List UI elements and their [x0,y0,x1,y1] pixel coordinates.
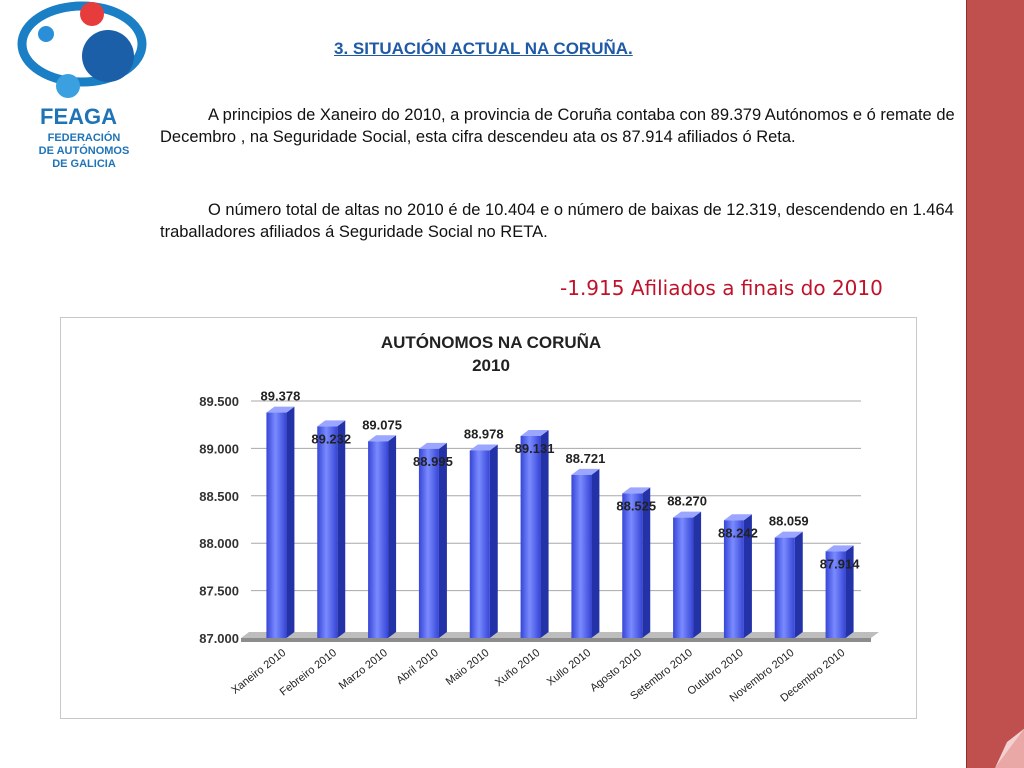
logo-org-line: DE GALICIA [52,158,116,170]
bar-side [591,468,600,638]
bar-value-label: 88.242 [718,525,758,540]
bar [368,435,397,638]
bar-side [489,444,498,638]
x-category-label: Xullo 2010 [545,647,593,688]
paragraph-1: A principios de Xaneiro do 2010, a provi… [160,104,960,148]
bar-top [469,444,498,451]
bar-front [571,474,592,638]
chart-floor-edge [241,638,871,642]
bar-front [774,537,795,638]
chart-title-line: 2010 [472,356,510,375]
bar-top [571,468,600,475]
bar-top [622,487,651,494]
y-tick-label: 87.500 [199,584,239,599]
x-category-label: Abril 2010 [394,647,440,687]
bar-value-label: 88.978 [464,426,504,441]
bar-side [794,531,803,638]
bar-front [622,493,643,638]
y-tick-label: 88.000 [199,536,239,551]
bar [825,545,854,638]
bar [266,406,295,638]
bar-top [317,420,346,427]
bar [571,468,600,638]
highlight-summary: -1.915 Afiliados a finais do 2010 [560,276,883,300]
y-tick-label: 89.500 [199,394,239,409]
bar-side [438,442,447,638]
chart-floor [241,632,879,638]
bar-top [673,511,702,518]
bar-side [743,514,752,638]
bar-chart: AUTÓNOMOS NA CORUÑA 2010 87.000 87.500 88.0… [199,332,879,705]
bar-top [266,406,295,413]
bar-side [286,406,295,638]
feaga-logo: FEAGA FEDERACIÓN DE AUTÓNOMOS DE GALICIA [14,0,154,180]
bar-front [469,450,490,638]
bar-front [317,426,338,638]
bar-front [723,520,744,638]
chart-container: AUTÓNOMOS NA CORUÑA 2010 87.000 87.500 88.0… [60,317,917,719]
bar [520,429,549,638]
bar [317,420,346,638]
bar-top [825,545,854,552]
bar-value-label: 88.059 [769,514,809,529]
x-category-label: Xuño 2010 [493,647,542,689]
bar-side [540,429,549,638]
bar-value-label: 89.232 [311,431,351,446]
paragraph-text: O número total de altas no 2010 é de 10.… [160,201,954,241]
x-category-label: Febreiro 2010 [278,647,339,699]
bar-side [693,511,702,638]
x-category-label: Marzo 2010 [337,647,390,692]
x-category-label: Maio 2010 [444,647,492,688]
bar-front [825,551,846,638]
bar-side [388,435,397,638]
logo-org-line: FEDERACIÓN [47,132,121,144]
logo-graphic [17,1,147,98]
bar [774,531,803,638]
bar-side [845,545,854,638]
bar [469,444,498,638]
page-curl-icon [995,728,1024,768]
bar-front [368,441,389,638]
bar-value-label: 87.914 [820,556,861,571]
bar-front [418,448,439,638]
y-tick-label: 87.000 [199,631,239,646]
y-tick-label: 88.500 [199,489,239,504]
bar-top [520,429,549,436]
bar-value-label: 88.995 [413,454,453,469]
bar-value-label: 88.721 [566,451,606,466]
bar-front [673,517,694,638]
bar-front [266,412,287,638]
bar-top [774,531,803,538]
bar-value-label: 89.131 [515,441,555,456]
paragraph-text: A principios de Xaneiro do 2010, a provi… [160,106,955,146]
bar [673,511,702,638]
logo-org-line: DE AUTÓNOMOS [38,145,130,157]
bar-top [418,442,447,449]
chart-title-line: AUTÓNOMOS NA CORUÑA [381,332,601,352]
bar-top [368,435,397,442]
section-heading: 3. SITUACIÓN ACTUAL NA CORUÑA. [334,39,633,58]
bar [418,442,447,638]
y-tick-label: 89.000 [199,441,239,456]
side-decoration-bar [966,0,1024,768]
logo-acronym: FEAGA [40,104,117,129]
bar-side [337,420,346,638]
bar-side [642,487,651,638]
bar-front [520,435,541,638]
bar-value-label: 88.270 [667,494,707,509]
bar-top [723,514,752,521]
bar [622,487,651,638]
bar-value-label: 88.525 [616,498,656,513]
paragraph-2: O número total de altas no 2010 é de 10.… [160,199,960,243]
logo-org-name: FEDERACIÓN DE AUTÓNOMOS DE GALICIA [14,132,154,171]
bar [723,514,752,638]
bar-value-label: 89.075 [362,417,402,432]
bar-value-label: 89.378 [261,389,301,404]
